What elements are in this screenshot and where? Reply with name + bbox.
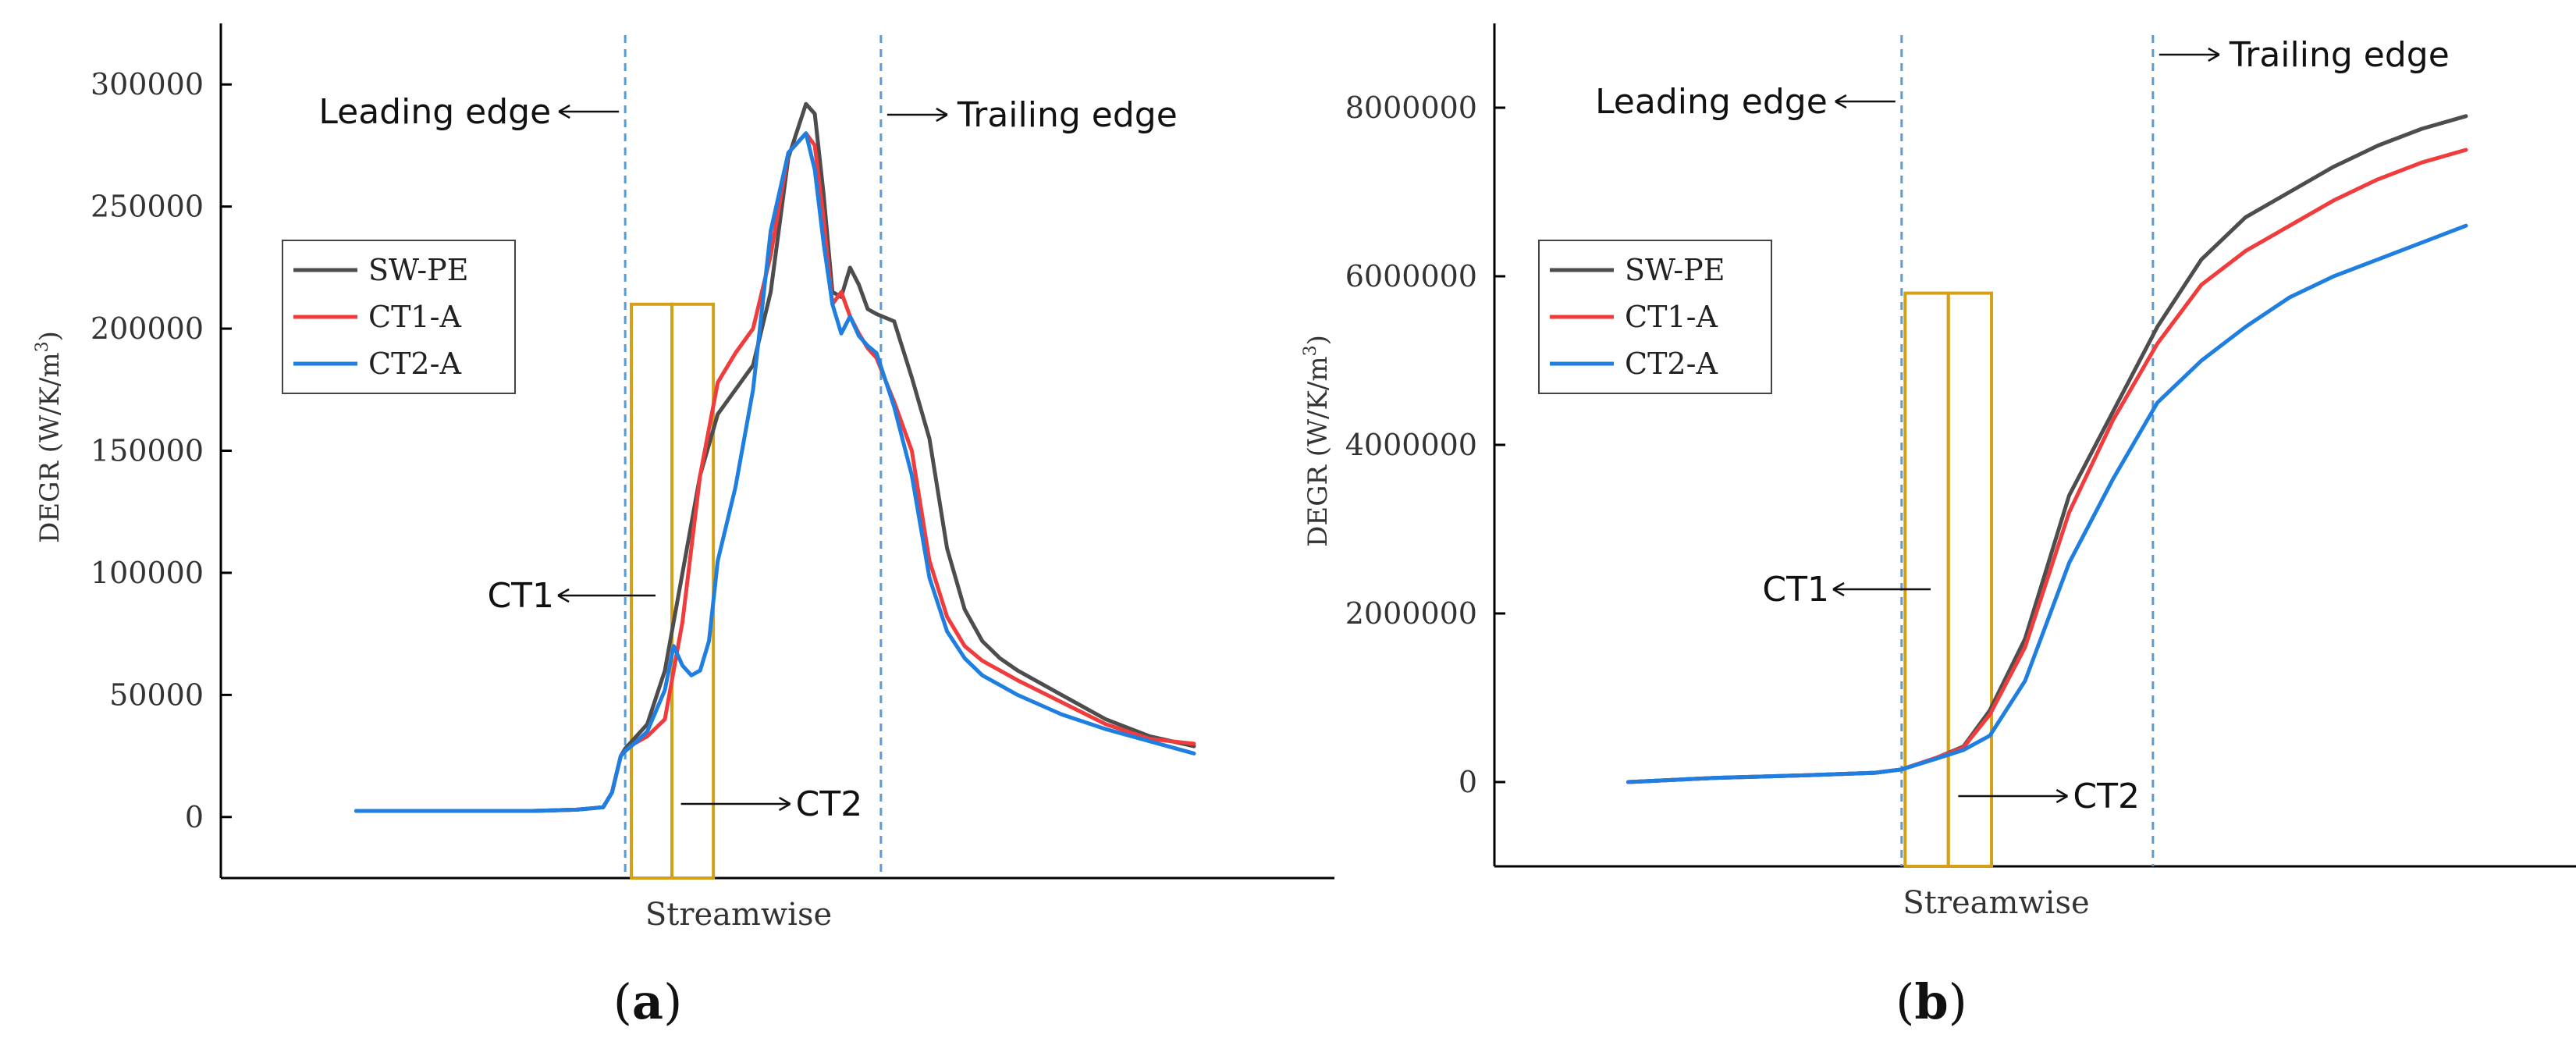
y-tick-label: 8000000 [1345, 91, 1477, 125]
legend-label: CT1-A [1625, 300, 1718, 334]
leading-edge-label: Leading edge [318, 92, 551, 132]
y-tick-label: 0 [185, 800, 204, 834]
y-axis-title: DEGR (W/K/m3) [1301, 335, 1334, 547]
y-axis-title: DEGR (W/K/m3) [33, 331, 66, 543]
trailing-edge-arrow [886, 107, 948, 123]
y-tick-label: 0 [1459, 765, 1477, 799]
leading-edge-label: Leading edge [1595, 82, 1828, 122]
legend-label: SW-PE [1625, 253, 1725, 287]
x-axis-title: Streamwise [1903, 885, 2089, 921]
ct1-box [630, 302, 674, 880]
y-tick-label: 4000000 [1345, 428, 1477, 462]
ct2-label: CT2 [2073, 777, 2140, 816]
x-axis-title: Streamwise [645, 897, 832, 933]
series-line-ct2-a [354, 131, 1196, 813]
leading-edge-arrow [558, 104, 620, 119]
panel-b: 0 2000000 4000000 6000000 8000000 DEGR (W/K/m… [1301, 23, 2576, 921]
ct2-box [1946, 291, 1994, 869]
y-tick-label: 6000000 [1345, 259, 1477, 293]
trailing-edge-label: Trailing edge [957, 95, 1178, 135]
ct2-arrow [680, 796, 791, 812]
ct2-label: CT2 [796, 784, 863, 824]
ct1-arrow [557, 588, 656, 603]
caption-b: (b) [1896, 973, 1967, 1030]
legend-label: CT2-A [1625, 347, 1718, 381]
y-tick-label: 300000 [91, 67, 204, 101]
y-tick-label: 150000 [91, 434, 204, 468]
y-tick-label: 250000 [91, 190, 204, 224]
y-tick-label: 200000 [91, 311, 204, 346]
ct2-arrow [1958, 788, 2069, 804]
y-tick-label: 100000 [91, 556, 204, 590]
trailing-edge-label: Trailing edge [2229, 35, 2450, 75]
legend-label: CT1-A [368, 300, 461, 334]
ct1-arrow [1832, 581, 1931, 597]
trailing-edge-arrow [2159, 47, 2220, 62]
series-line-ct2-a [1626, 223, 2468, 784]
ct1-box [1903, 291, 1950, 869]
series-line-sw-pe [1626, 114, 2468, 784]
ct1-label: CT1 [487, 576, 554, 616]
ct1-label: CT1 [1762, 570, 1829, 610]
series-line-ct1-a [354, 131, 1196, 813]
caption-a: (a) [613, 973, 683, 1030]
panel-a: 0 50000 100000 150000 200000 250000 300000 DEGR… [33, 23, 1334, 933]
leading-edge-arrow [1835, 94, 1896, 109]
legend-label: CT2-A [368, 347, 461, 381]
y-tick-label: 2000000 [1345, 596, 1477, 631]
y-tick-label: 50000 [109, 677, 204, 712]
legend-label: SW-PE [368, 253, 468, 287]
